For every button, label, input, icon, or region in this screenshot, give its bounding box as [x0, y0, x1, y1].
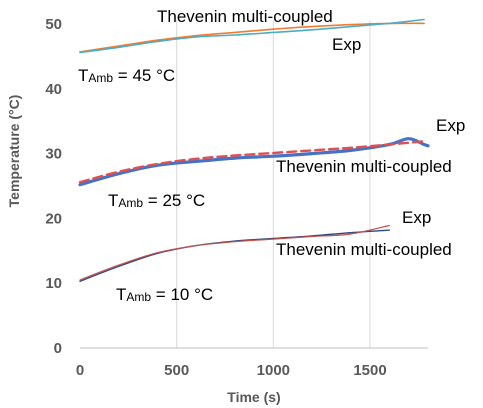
series-line-1 — [79, 22, 425, 53]
annotation-exp-25: Exp — [436, 116, 465, 135]
y-tick-label: 30 — [45, 146, 62, 163]
x-tick-label: 500 — [164, 362, 189, 379]
annotation-exp-45: Exp — [332, 35, 361, 54]
annotation-model-10: Thevenin multi-coupled — [276, 240, 452, 259]
grid — [176, 20, 371, 348]
x-tick-label: 0 — [76, 362, 84, 379]
annotation-tamb-25: TAmb = 25 °C — [108, 191, 205, 210]
x-tick-label: 1500 — [353, 362, 386, 379]
annotation-tamb-10: TAmb = 10 °C — [116, 285, 213, 304]
y-tick-label: 10 — [45, 275, 62, 292]
tamb-25-rest: = 25 °C — [143, 191, 205, 210]
series-line-4 — [78, 140, 426, 184]
tamb-10-sub: Amb — [126, 290, 151, 304]
y-tick-label: 20 — [45, 210, 62, 227]
series-line-6 — [79, 224, 390, 281]
y-axis-title: Temperature (°C) — [6, 95, 22, 208]
tamb-10-rest: = 10 °C — [151, 285, 213, 304]
y-tick-label: 0 — [54, 340, 62, 357]
tamb-25-sub: Amb — [118, 196, 143, 210]
tamb-45-main: T — [78, 66, 88, 85]
x-tick-label: 1000 — [257, 362, 290, 379]
annotation-exp-10: Exp — [402, 208, 431, 227]
tick-labels: 0 500 1000 1500 0 10 20 30 40 50 — [45, 16, 386, 379]
y-tick-label: 50 — [45, 16, 62, 33]
tamb-25-main: T — [108, 191, 118, 210]
series-line-3 — [78, 137, 430, 187]
annotations: Thevenin multi-coupled Exp TAmb = 45 °C … — [78, 7, 465, 304]
annotation-model-45: Thevenin multi-coupled — [157, 7, 333, 26]
series-line-2 — [79, 18, 425, 54]
annotation-model-25: Thevenin multi-coupled — [276, 157, 452, 176]
y-tick-label: 40 — [45, 81, 62, 98]
series-group — [78, 18, 430, 282]
tamb-10-main: T — [116, 285, 126, 304]
x-axis-title: Time (s) — [227, 389, 280, 405]
tamb-45-sub: Amb — [88, 71, 113, 85]
annotation-tamb-45: TAmb = 45 °C — [78, 66, 175, 85]
tamb-45-rest: = 45 °C — [113, 66, 175, 85]
